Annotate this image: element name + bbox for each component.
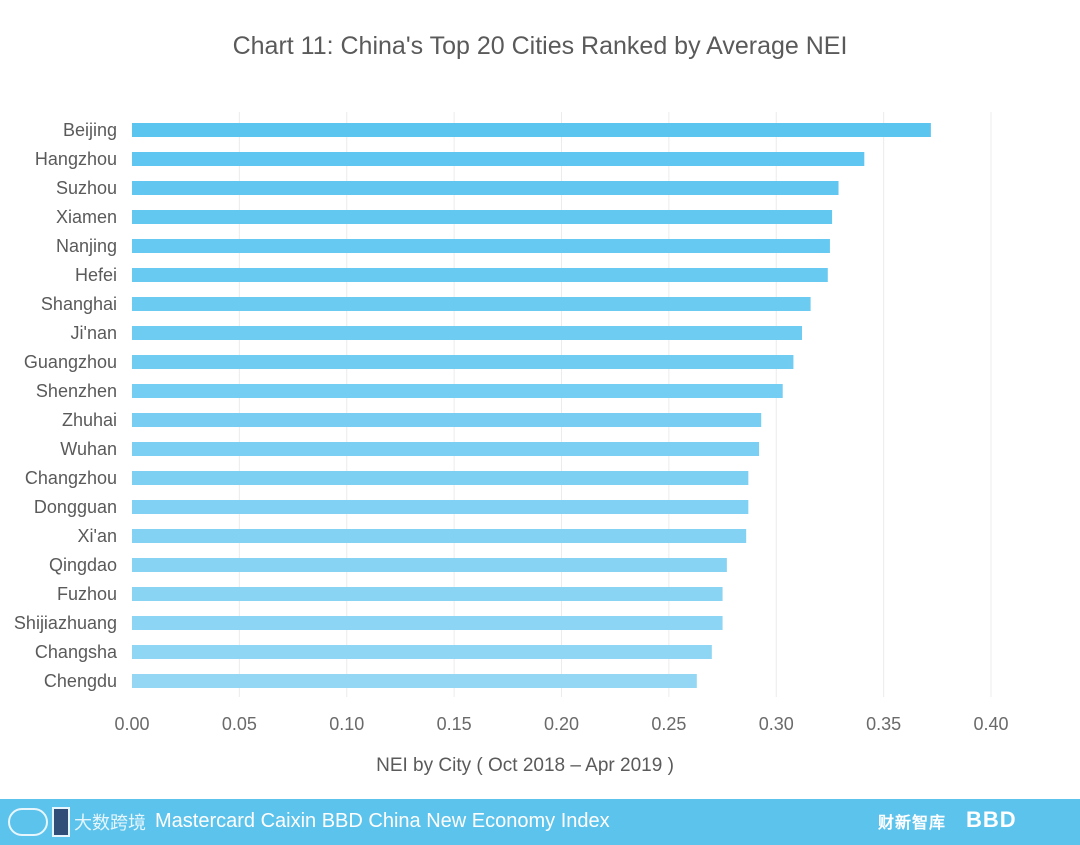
bar bbox=[132, 616, 723, 630]
bar bbox=[132, 587, 723, 601]
bar bbox=[132, 674, 697, 688]
caixin-logo: 财新智库 bbox=[878, 815, 947, 832]
bar-chart: 0.00 0.05 0.10 0.15 0.20 0.25 0.30 0.35 0.40 Beij… bbox=[14, 112, 1009, 776]
footer-banner: 大数跨境 Mastercard Caixin BBD China New Eco… bbox=[0, 799, 1080, 845]
footer-title: Mastercard Caixin BBD China New Economy … bbox=[155, 810, 610, 832]
y-category-label: Xi'an bbox=[78, 526, 117, 546]
y-category-label: Changzhou bbox=[25, 468, 117, 488]
bar bbox=[132, 442, 760, 456]
bar bbox=[132, 384, 783, 398]
bar bbox=[132, 529, 747, 543]
bar bbox=[132, 268, 828, 282]
x-tick-label: 0.35 bbox=[866, 714, 901, 734]
bar bbox=[132, 297, 811, 311]
bar bbox=[132, 239, 830, 253]
y-category-label: Wuhan bbox=[60, 439, 117, 459]
bar bbox=[132, 500, 749, 514]
y-category-label: Shanghai bbox=[41, 294, 117, 314]
y-category-label: Fuzhou bbox=[57, 584, 117, 604]
watermark-logo-icon bbox=[8, 808, 48, 836]
x-axis-label: NEI by City ( Oct 2018 – Apr 2019 ) bbox=[376, 755, 674, 776]
y-category-label: Ji'nan bbox=[71, 323, 117, 343]
y-category-label: Xiamen bbox=[56, 207, 117, 227]
watermark-text: 大数跨境 bbox=[74, 813, 146, 833]
y-category-label: Zhuhai bbox=[62, 410, 117, 430]
bar bbox=[132, 123, 931, 137]
bbd-logo: BBD bbox=[966, 807, 1017, 832]
watermark: 大数跨境 bbox=[8, 805, 146, 839]
bar bbox=[132, 152, 865, 166]
y-category-label: Nanjing bbox=[56, 236, 117, 256]
x-tick-label: 0.05 bbox=[222, 714, 257, 734]
x-tick-label: 0.30 bbox=[759, 714, 794, 734]
x-tick-label: 0.40 bbox=[973, 714, 1008, 734]
bar bbox=[132, 326, 803, 340]
x-tick-label: 0.10 bbox=[329, 714, 364, 734]
bar bbox=[132, 181, 839, 195]
bar bbox=[132, 355, 794, 369]
y-category-label: Changsha bbox=[35, 642, 118, 662]
x-tick-label: 0.00 bbox=[114, 714, 149, 734]
x-tick-label: 0.15 bbox=[437, 714, 472, 734]
y-category-label: Hefei bbox=[75, 265, 117, 285]
bar bbox=[132, 413, 762, 427]
bar bbox=[132, 645, 712, 659]
y-category-label: Chengdu bbox=[44, 671, 117, 691]
chart-title: Chart 11: China's Top 20 Cities Ranked b… bbox=[232, 32, 848, 60]
bar bbox=[132, 210, 833, 224]
y-category-label: Hangzhou bbox=[35, 149, 117, 169]
y-category-label: Shenzhen bbox=[36, 381, 117, 401]
y-category-label: Shijiazhuang bbox=[14, 613, 117, 633]
y-category-label: Suzhou bbox=[56, 178, 117, 198]
y-category-label: Qingdao bbox=[49, 555, 117, 575]
y-category-label: Guangzhou bbox=[24, 352, 117, 372]
y-category-label: Dongguan bbox=[34, 497, 117, 517]
y-category-label: Beijing bbox=[63, 120, 117, 140]
x-tick-label: 0.20 bbox=[544, 714, 579, 734]
bar bbox=[132, 558, 727, 572]
x-tick-label: 0.25 bbox=[651, 714, 686, 734]
watermark-box-icon bbox=[52, 807, 70, 837]
bar bbox=[132, 471, 749, 485]
